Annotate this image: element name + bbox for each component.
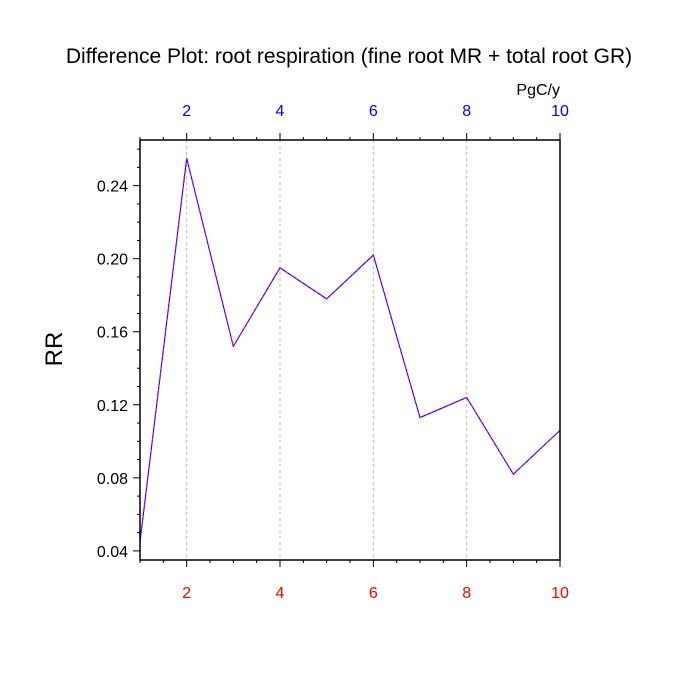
data-series [139, 157, 561, 543]
series-line-dash [139, 158, 561, 542]
x-tick-label-bottom: 6 [369, 585, 378, 602]
x-tick-label-bottom: 8 [462, 585, 471, 602]
x-tick-label-top: 8 [462, 103, 471, 120]
x-tick-label-bottom: 4 [276, 585, 285, 602]
y-tick-label: 0.24 [97, 179, 128, 196]
y-tick-label: 0.04 [97, 544, 128, 561]
tick-labels: 0.04 0.08 0.12 0.16 0.20 0.24 2 2 4 4 6 6 8 8 10 10 [97, 103, 569, 602]
y-axis-label: RR [41, 332, 68, 367]
y-tick-label: 0.12 [97, 398, 128, 415]
chart-title: Difference Plot: root respiration (fine … [66, 45, 632, 68]
data-point [326, 298, 328, 300]
data-point [372, 254, 374, 256]
data-point [279, 267, 281, 269]
data-point [466, 396, 468, 399]
x-tick-label-top: 2 [182, 103, 191, 120]
x-tick-label-bottom: 10 [551, 585, 569, 602]
x-tick-label-top: 4 [276, 103, 285, 120]
x-tick-label-top: 10 [551, 103, 569, 120]
x-tick-label-bottom: 2 [182, 585, 191, 602]
y-tick-label: 0.16 [97, 325, 128, 342]
y-tick-label: 0.20 [97, 252, 128, 269]
grid-lines [186, 140, 468, 560]
y-tick-label: 0.08 [97, 471, 128, 488]
data-point [419, 416, 421, 419]
top-axis-units-label: PgC/y [516, 82, 560, 99]
data-point [512, 473, 514, 475]
data-point [232, 345, 234, 347]
plot-frame [139, 139, 561, 561]
series-line [139, 158, 561, 542]
x-tick-label-top: 6 [369, 103, 378, 120]
data-point [186, 157, 188, 159]
